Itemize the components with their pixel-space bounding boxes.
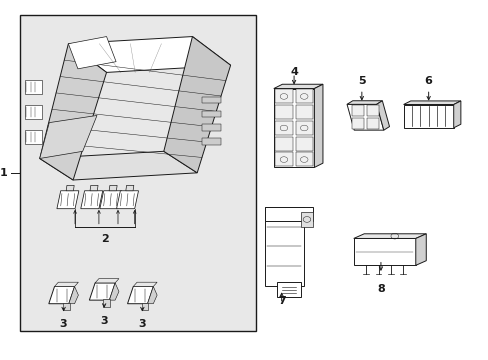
Text: 3: 3 — [60, 319, 67, 329]
Polygon shape — [40, 151, 197, 180]
Bar — [20, 15, 255, 330]
Bar — [277, 282, 301, 297]
Bar — [265, 207, 312, 221]
Bar — [275, 136, 292, 150]
Polygon shape — [66, 185, 74, 191]
Polygon shape — [89, 283, 115, 300]
Bar — [295, 105, 312, 119]
Polygon shape — [69, 287, 78, 304]
Bar — [103, 300, 110, 307]
Bar — [25, 105, 42, 119]
Bar — [366, 118, 378, 129]
Bar — [301, 212, 312, 226]
Polygon shape — [68, 37, 230, 72]
Bar — [202, 125, 221, 131]
Text: 7: 7 — [277, 296, 285, 306]
Polygon shape — [133, 282, 157, 287]
Bar — [351, 105, 363, 116]
Bar — [275, 152, 292, 166]
Text: 5: 5 — [357, 76, 365, 86]
Text: 8: 8 — [376, 284, 384, 294]
Text: 4: 4 — [289, 67, 297, 77]
Polygon shape — [353, 234, 426, 238]
Bar — [366, 105, 378, 116]
Text: 3: 3 — [138, 319, 146, 329]
Bar — [25, 80, 42, 94]
Polygon shape — [163, 37, 230, 173]
Text: 6: 6 — [424, 76, 432, 86]
Polygon shape — [125, 185, 134, 191]
Polygon shape — [40, 116, 97, 158]
Polygon shape — [453, 101, 460, 128]
Polygon shape — [90, 185, 98, 191]
Bar — [265, 207, 303, 286]
Bar — [142, 303, 148, 310]
Polygon shape — [346, 104, 383, 130]
Polygon shape — [81, 191, 102, 209]
Bar — [295, 136, 312, 150]
Bar — [295, 89, 312, 103]
Bar — [273, 89, 314, 167]
Bar — [295, 121, 312, 135]
Bar — [275, 121, 292, 135]
Bar — [275, 105, 292, 119]
Polygon shape — [346, 101, 382, 104]
Polygon shape — [273, 84, 322, 89]
Bar — [295, 152, 312, 166]
Polygon shape — [415, 234, 426, 265]
Polygon shape — [100, 191, 122, 209]
Bar — [351, 118, 363, 129]
Polygon shape — [116, 191, 138, 209]
Polygon shape — [57, 191, 79, 209]
Text: 1: 1 — [0, 168, 8, 178]
Polygon shape — [68, 37, 116, 69]
Bar — [403, 104, 453, 128]
Bar — [202, 97, 221, 103]
Text: 2: 2 — [101, 234, 108, 244]
Polygon shape — [109, 283, 119, 300]
Bar — [275, 89, 292, 103]
Polygon shape — [54, 282, 78, 287]
Polygon shape — [314, 84, 322, 167]
Polygon shape — [40, 44, 106, 180]
Bar — [202, 111, 221, 117]
Polygon shape — [376, 101, 389, 130]
Polygon shape — [49, 287, 74, 304]
Text: 3: 3 — [100, 316, 108, 325]
Bar — [202, 138, 221, 145]
Polygon shape — [147, 287, 157, 304]
Polygon shape — [109, 185, 117, 191]
Polygon shape — [403, 101, 460, 104]
Bar — [353, 238, 415, 265]
Bar — [62, 303, 69, 310]
Polygon shape — [95, 279, 119, 283]
Polygon shape — [127, 287, 153, 304]
Bar — [25, 130, 42, 144]
